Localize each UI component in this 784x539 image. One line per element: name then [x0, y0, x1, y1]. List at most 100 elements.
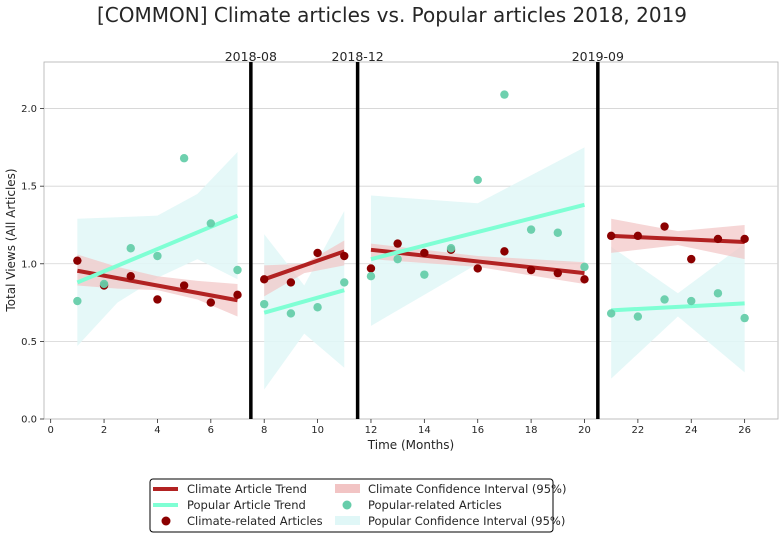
- popular-ci-band: [611, 243, 745, 379]
- climate-trend-line: [611, 233, 745, 245]
- x-axis-label: Time (Months): [367, 438, 454, 452]
- popular-point: [179, 154, 189, 163]
- popular-point: [366, 272, 376, 281]
- climate-trend-line: [77, 268, 238, 303]
- break-lines: 2018-08 2018-12 2019-09: [225, 49, 624, 419]
- popular-point: [206, 219, 216, 228]
- popular-point: [526, 225, 536, 234]
- popular-trend-line: [611, 301, 745, 313]
- legend-climate-ci-label: Climate Confidence Interval (95%): [368, 482, 566, 496]
- y-tick-label: 1.5: [21, 182, 37, 193]
- popular-point: [606, 309, 616, 318]
- x-tick-label: 24: [685, 425, 698, 436]
- x-tick-label: 16: [471, 425, 484, 436]
- y-tick-label: 0.5: [21, 337, 37, 348]
- climate-point: [660, 222, 669, 231]
- x-tick-label: 2: [101, 425, 107, 436]
- climate-point: [526, 265, 536, 275]
- popular-point: [713, 289, 723, 298]
- y-tick-label: 2.0: [21, 104, 37, 115]
- break-label: 2019-09: [572, 49, 624, 64]
- climate-trend-line: [263, 249, 345, 282]
- x-axis-ticks: 0 2 4 6 8 10 12 14 16 18 20 22 24 26: [47, 419, 751, 436]
- climate-point: [366, 264, 376, 273]
- x-tick-label: 0: [47, 425, 53, 436]
- popular-point: [126, 244, 135, 253]
- climate-point: [606, 231, 616, 241]
- popular-point: [73, 296, 82, 306]
- x-tick-label: 14: [418, 425, 431, 436]
- break-label: 2018-08: [225, 49, 277, 64]
- climate-point: [153, 295, 162, 304]
- climate-point: [260, 275, 269, 284]
- popular-point: [553, 228, 562, 237]
- legend-climate-trend-label: Climate Article Trend: [187, 482, 307, 496]
- popular-point: [99, 279, 109, 289]
- legend-climate-points-swatch: [161, 516, 171, 526]
- y-tick-label: 0.0: [21, 415, 37, 426]
- popular-trend-line: [263, 288, 345, 315]
- popular-point: [740, 313, 749, 323]
- climate-point: [633, 231, 643, 241]
- popular-point: [500, 90, 509, 99]
- climate-point: [233, 290, 242, 300]
- y-axis-label: Total Views (All Articles): [4, 168, 18, 312]
- popular-point: [446, 244, 456, 253]
- climate-point: [553, 268, 562, 278]
- climate-point: [126, 272, 135, 281]
- legend-frame: [149, 478, 554, 533]
- popular-point: [580, 262, 589, 272]
- climate-point: [580, 275, 589, 284]
- climate-point: [206, 298, 216, 307]
- legend-popular-trend-label: Popular Article Trend: [187, 498, 306, 512]
- popular-point: [473, 175, 482, 185]
- climate-trend-line: [370, 247, 585, 276]
- popular-point: [286, 309, 296, 318]
- x-tick-label: 12: [365, 425, 378, 436]
- chart-title: [COMMON] Climate articles vs. Popular ar…: [97, 3, 687, 27]
- popular-point: [340, 278, 349, 287]
- popular-point: [153, 251, 162, 261]
- climate-point: [313, 248, 322, 258]
- y-axis-ticks: 0.0 0.5 1.0 1.5 2.0: [21, 104, 44, 426]
- climate-point: [740, 234, 749, 244]
- break-label: 2018-12: [332, 49, 384, 64]
- popular-point: [420, 270, 429, 279]
- popular-trend-line: [370, 202, 585, 262]
- x-tick-label: 18: [525, 425, 538, 436]
- popular-point: [260, 299, 269, 309]
- legend: Climate Article Trend Popular Article Tr…: [149, 478, 566, 533]
- popular-ci-band: [370, 147, 585, 326]
- x-tick-label: 4: [154, 425, 160, 436]
- climate-point: [500, 247, 509, 256]
- x-tick-label: 10: [311, 425, 324, 436]
- x-tick-label: 26: [738, 425, 751, 436]
- legend-popular-points-label: Popular-related Articles: [368, 498, 502, 512]
- legend-popular-ci-swatch: [335, 516, 360, 525]
- popular-point: [660, 295, 669, 304]
- climate-point: [340, 251, 349, 261]
- legend-popular-ci-label: Popular Confidence Interval (95%): [368, 514, 565, 528]
- x-tick-label: 8: [261, 425, 267, 436]
- climate-point: [687, 254, 696, 264]
- y-tick-label: 1.0: [21, 259, 37, 270]
- climate-point: [73, 256, 82, 265]
- popular-point: [633, 312, 643, 321]
- legend-climate-ci-swatch: [335, 484, 360, 493]
- climate-point: [393, 239, 402, 248]
- climate-point: [420, 248, 429, 258]
- climate-point: [473, 264, 482, 273]
- climate-ci-band: [264, 240, 345, 297]
- x-tick-label: 6: [208, 425, 214, 436]
- climate-point: [286, 278, 296, 287]
- climate-point: [713, 234, 723, 244]
- popular-point: [687, 296, 696, 306]
- legend-climate-points-label: Climate-related Articles: [187, 514, 323, 528]
- popular-point: [233, 265, 242, 275]
- popular-point: [313, 303, 322, 312]
- popular-point: [393, 254, 402, 264]
- data-points: [73, 90, 749, 323]
- x-tick-label: 20: [578, 425, 591, 436]
- x-tick-label: 22: [632, 425, 645, 436]
